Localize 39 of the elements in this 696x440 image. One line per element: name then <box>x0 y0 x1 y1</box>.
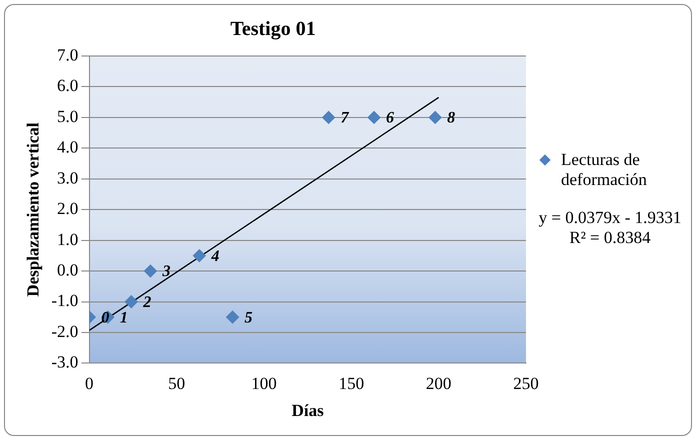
y-tick-label: 3.0 <box>57 168 78 188</box>
point <box>124 295 138 308</box>
y-tick-label: 5.0 <box>57 106 78 126</box>
y-tick-label: 1.0 <box>57 230 78 249</box>
annotation: 4 <box>210 248 220 265</box>
point <box>226 310 240 324</box>
annotation: 5 <box>244 309 253 326</box>
x-tick-label: 0 <box>85 374 94 393</box>
x-tick-label: 250 <box>513 374 539 393</box>
y-tick-label: 6.0 <box>57 76 78 96</box>
annotation: 6 <box>386 110 394 127</box>
annotation: 1 <box>120 309 128 326</box>
annotation: 0 <box>101 309 110 326</box>
x-axis-title: Días <box>292 401 324 420</box>
point <box>322 110 336 124</box>
y-axis-title: Desplazamiento vertical <box>24 122 43 297</box>
x-tick-label: 200 <box>426 374 452 393</box>
x-tick-label: 100 <box>251 374 277 393</box>
x-tick-label: 50 <box>168 374 186 393</box>
text: R² = 0.8384 <box>568 228 652 248</box>
y-tick-label: -2.0 <box>51 322 78 341</box>
y-tick-label: 4.0 <box>57 138 78 157</box>
y-tick-label: 0.0 <box>57 260 78 280</box>
legend-label: Lecturas de deformación <box>561 150 648 190</box>
y-tick-label: -1.0 <box>51 291 78 310</box>
point <box>144 264 157 278</box>
point <box>192 249 206 262</box>
point <box>428 110 442 124</box>
chart-title: Testigo 01 <box>230 18 316 40</box>
point <box>368 110 381 124</box>
x-tick-label: 150 <box>338 374 364 393</box>
text: y = 0.0379x - 1.9331 <box>538 208 682 228</box>
y-tick-label: 7.0 <box>57 45 78 64</box>
annotation: 8 <box>447 110 456 127</box>
annotation: 2 <box>142 294 152 311</box>
y-tick-label: -3.0 <box>51 352 78 372</box>
annotation: 7 <box>340 110 350 127</box>
annotation: 3 <box>161 263 170 280</box>
y-tick-label: 2.0 <box>57 199 78 218</box>
